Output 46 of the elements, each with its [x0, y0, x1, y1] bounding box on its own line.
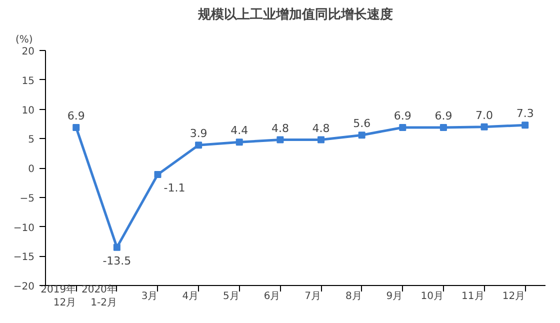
x-tick-label: 8月	[345, 291, 362, 302]
x-tick-label: 11月	[462, 291, 484, 302]
point	[72, 124, 80, 131]
x-tick-label: 10月	[420, 291, 444, 302]
point	[480, 123, 488, 130]
x-tick-label: 2020年 1-2月	[81, 283, 117, 309]
y-tick-label: 0	[28, 164, 35, 175]
data-label: 5.6	[353, 117, 371, 130]
point	[154, 170, 162, 178]
point	[440, 124, 447, 131]
x-tick-label: 9月	[386, 291, 403, 302]
point	[522, 122, 529, 129]
data-label: 6.9	[434, 109, 452, 122]
y-tick-label: −20	[13, 282, 35, 292]
y-tick-label: 20	[22, 46, 35, 58]
data-label: 4.8	[271, 122, 289, 135]
y-tick-label: −15	[13, 252, 35, 264]
point	[318, 136, 325, 144]
data-label: 4.8	[312, 122, 330, 135]
x-tick-label: 5月	[223, 291, 240, 302]
point	[113, 244, 120, 251]
y-tick-label: −5	[20, 193, 35, 204]
data-label: -13.5	[102, 254, 132, 268]
x-tick-label: 4月	[182, 291, 199, 302]
data-label: 7.0	[476, 108, 494, 122]
x-tick-label: 12月	[502, 291, 526, 302]
data-label: 4.4	[230, 124, 248, 138]
x-tick-label: 3月	[141, 291, 158, 302]
data-label: 3.9	[190, 127, 208, 140]
x-tick-label: 7月	[304, 291, 322, 302]
data-label: -1.1	[164, 181, 186, 194]
y-tick-label: −10	[13, 222, 35, 234]
point	[399, 124, 406, 131]
y-tick-label: 15	[22, 76, 35, 87]
data-label: 7.3	[516, 107, 534, 120]
point	[276, 136, 284, 144]
data-label: 6.9	[394, 109, 412, 122]
point	[236, 138, 243, 146]
x-tick-label: 6月	[264, 291, 280, 302]
y-tick-label: 5	[28, 134, 35, 146]
y-tick-label: 10	[22, 105, 35, 116]
point	[358, 132, 366, 139]
point	[195, 142, 202, 149]
chart-title: 规模以上工业增加值同比增长速度	[197, 6, 393, 22]
y-axis-title: (%)	[16, 34, 33, 46]
data-label: 6.9	[67, 109, 85, 122]
